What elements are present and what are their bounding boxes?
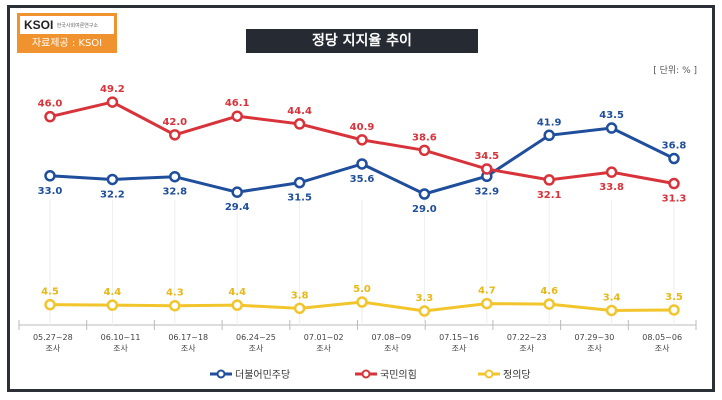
data-label-justice: 3.4 <box>603 292 621 303</box>
legend-marker-ppp <box>361 369 371 379</box>
legend-marker-democratic <box>216 369 226 379</box>
data-label-democratic: 36.8 <box>662 141 687 152</box>
data-label-ppp: 31.3 <box>662 194 687 205</box>
x-tick-label-sub: 조사 <box>113 344 128 353</box>
data-point-ppp <box>543 174 555 186</box>
data-point-justice <box>543 298 555 310</box>
data-point-ppp <box>106 96 119 108</box>
x-tick-label: 05.27~28 <box>33 333 73 342</box>
data-label-democratic: 31.5 <box>287 193 312 204</box>
x-tick-label-sub: 조사 <box>655 344 670 353</box>
data-label-ppp: 32.1 <box>537 190 562 201</box>
data-point-democratic <box>543 129 555 142</box>
data-label-justice: 4.5 <box>41 287 59 298</box>
x-tick-label-sub: 조사 <box>249 344 264 353</box>
x-tick-label: 08.05~06 <box>642 333 682 342</box>
x-tick-label: 07.01~02 <box>304 333 344 342</box>
legend-label-ppp: 국민의힘 <box>380 369 417 381</box>
x-tick-label-sub: 조사 <box>519 344 534 353</box>
logo-subtext: 한국사회여론연구소 <box>56 22 99 29</box>
x-tick-label-sub: 조사 <box>45 344 60 353</box>
data-label-ppp: 34.5 <box>474 151 499 162</box>
data-point-justice <box>605 304 618 317</box>
data-label-justice: 4.4 <box>228 287 246 298</box>
x-tick-label-sub: 조사 <box>384 344 399 353</box>
data-label-ppp: 40.9 <box>350 122 375 133</box>
data-point-justice <box>106 299 119 311</box>
data-label-ppp: 42.0 <box>162 117 187 128</box>
legend-marker-justice <box>484 369 494 379</box>
data-label-democratic: 32.8 <box>162 187 187 198</box>
logo-text: KSOI <box>24 18 54 32</box>
legend-label-democratic: 더불어민주당 <box>235 369 290 381</box>
data-point-justice <box>481 297 493 310</box>
data-label-democratic: 35.6 <box>350 174 375 185</box>
data-point-democratic <box>356 158 368 170</box>
data-point-ppp <box>44 110 56 123</box>
data-point-democratic <box>668 152 680 165</box>
data-point-justice <box>668 304 680 316</box>
data-point-democratic <box>418 188 431 200</box>
data-point-democratic <box>293 176 306 189</box>
chart-title: 정당 지지율 추이 <box>246 29 478 53</box>
x-tick-label: 06.17~18 <box>168 333 208 342</box>
data-point-justice <box>356 296 368 308</box>
data-label-justice: 5.0 <box>353 284 371 295</box>
source-label: 자료제공 : KSOI <box>31 38 103 49</box>
data-label-justice: 4.4 <box>104 287 122 298</box>
data-point-ppp <box>481 163 493 175</box>
x-tick-label-sub: 조사 <box>587 344 602 353</box>
data-label-democratic: 32.2 <box>100 189 125 200</box>
x-tick-label-sub: 조사 <box>452 344 467 353</box>
data-point-democratic <box>605 122 618 134</box>
data-point-ppp <box>169 129 181 141</box>
data-point-justice <box>44 298 56 311</box>
data-point-ppp <box>293 118 306 130</box>
data-point-democratic <box>106 173 119 186</box>
x-tick-label: 06.24~25 <box>236 333 276 342</box>
chart-frame <box>7 5 715 392</box>
data-label-justice: 4.6 <box>540 286 558 297</box>
data-point-democratic <box>169 170 181 183</box>
data-label-ppp: 46.0 <box>38 99 63 110</box>
data-label-justice: 3.3 <box>416 293 434 304</box>
data-label-ppp: 49.2 <box>100 84 125 95</box>
data-label-ppp: 38.6 <box>412 132 437 143</box>
data-point-ppp <box>668 177 680 190</box>
data-label-ppp: 33.8 <box>599 182 624 193</box>
data-label-ppp: 44.4 <box>287 106 312 117</box>
data-label-democratic: 43.5 <box>599 110 624 121</box>
data-point-justice <box>169 299 181 312</box>
data-point-democratic <box>44 170 56 182</box>
data-point-ppp <box>356 134 368 146</box>
data-label-democratic: 29.0 <box>412 204 437 215</box>
data-point-democratic <box>231 186 243 198</box>
x-tick-label: 07.15~16 <box>439 333 479 342</box>
data-label-justice: 3.5 <box>665 292 683 303</box>
data-label-justice: 4.7 <box>478 286 496 297</box>
data-point-justice <box>418 305 431 317</box>
unit-label: [ 단위: % ] <box>653 66 697 76</box>
x-tick-label: 07.22~23 <box>507 333 547 342</box>
data-point-ppp <box>605 166 618 178</box>
data-point-ppp <box>418 144 431 157</box>
data-label-democratic: 29.4 <box>225 202 250 213</box>
data-point-ppp <box>231 110 243 122</box>
legend-label-justice: 정의당 <box>503 369 531 381</box>
data-label-justice: 3.8 <box>291 290 309 301</box>
data-label-democratic: 41.9 <box>537 117 562 128</box>
data-point-justice <box>293 302 306 315</box>
data-point-justice <box>231 299 243 311</box>
x-tick-label: 06.10~11 <box>101 333 141 342</box>
data-label-democratic: 33.0 <box>38 186 63 197</box>
x-tick-label-sub: 조사 <box>316 344 331 353</box>
ksoi-logo: KSOI 한국사회여론연구소 자료제공 : KSOI <box>17 13 117 53</box>
x-tick-label-sub: 조사 <box>181 344 196 353</box>
data-label-democratic: 32.9 <box>474 186 499 197</box>
data-label-ppp: 46.1 <box>225 98 250 109</box>
x-tick-label: 07.08~09 <box>371 333 411 342</box>
data-label-justice: 4.3 <box>166 288 184 299</box>
x-tick-label: 07.29~30 <box>575 333 615 342</box>
